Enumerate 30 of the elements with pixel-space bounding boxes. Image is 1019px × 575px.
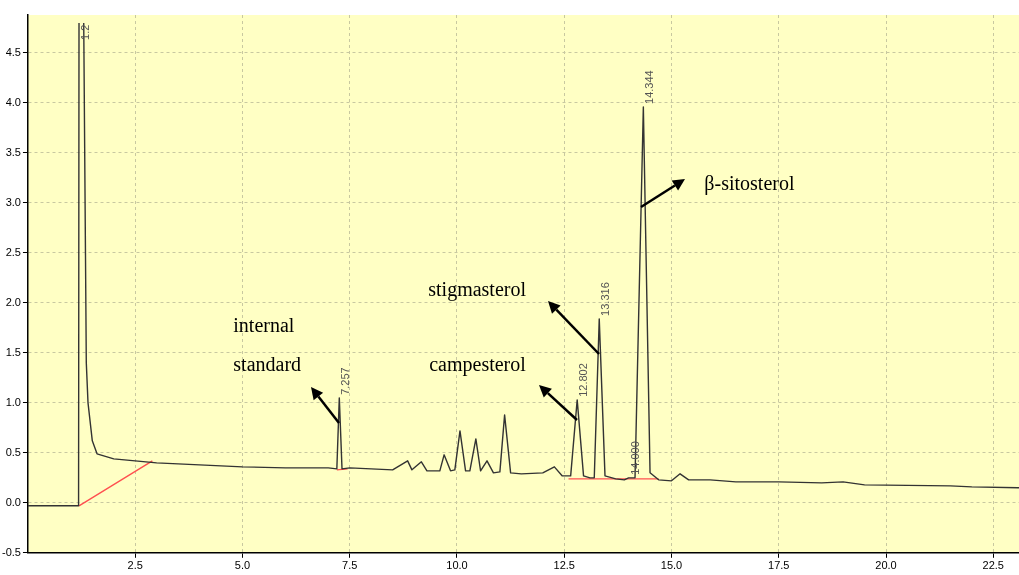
x-tick-label: 15.0 [660, 559, 683, 572]
y-tick-label: 0.0 [5, 495, 21, 508]
annotation: 14.000 [628, 441, 641, 475]
y-tick-label: -0.5 [1, 545, 21, 558]
x-tick-label: 17.5 [768, 559, 790, 572]
y-tick-label: 0.5 [5, 445, 21, 458]
annotation: internal standard [233, 313, 302, 375]
annotation: campesterol [429, 352, 527, 376]
annotation: 14.344 [643, 70, 656, 104]
x-tick-label: 2.5 [127, 559, 143, 572]
y-tick-label: 2.5 [5, 245, 21, 258]
y-tick-label: 3.0 [5, 195, 21, 208]
annotation: 1.2 [79, 24, 92, 40]
annotation: β-sitosterol [704, 171, 795, 195]
y-tick-label: 4.5 [5, 46, 21, 59]
annotation: 13.316 [599, 282, 612, 316]
x-tick-label: 12.5 [553, 559, 575, 572]
y-tick-label: 3.5 [5, 145, 21, 158]
y-tick-label: 4.0 [5, 96, 21, 108]
x-tick-label: 10.0 [446, 559, 468, 572]
y-tick-label: 2.0 [5, 295, 21, 308]
annotation: 7.257 [339, 367, 352, 395]
x-tick-label: 20.0 [875, 559, 897, 572]
x-tick-label: 5.0 [234, 559, 251, 572]
x-tick-label: 22.5 [982, 559, 1004, 572]
annotation: 12.802 [577, 363, 590, 397]
x-tick-label: 7.5 [342, 559, 358, 572]
y-tick-label: 1.0 [5, 395, 21, 408]
annotation: stigmasterol [428, 277, 527, 301]
y-tick-label: 1.5 [5, 345, 21, 358]
